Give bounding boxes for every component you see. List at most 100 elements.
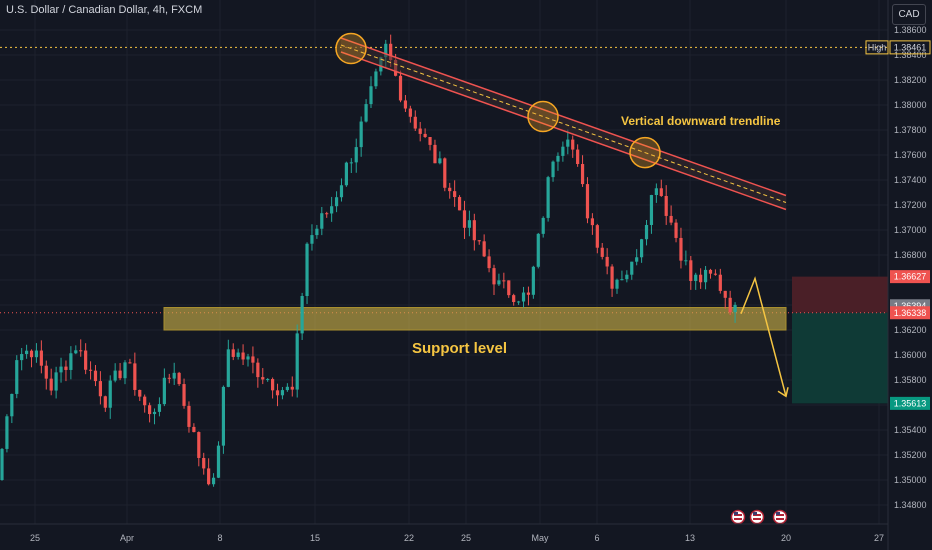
price-tick-label: 1.37000 — [894, 225, 927, 235]
candle-body — [448, 187, 452, 192]
candle-body — [226, 349, 230, 387]
price-tick-label: 1.35200 — [894, 450, 927, 460]
candle-body — [49, 378, 53, 391]
candle-body — [590, 218, 594, 226]
candle-body — [93, 370, 98, 382]
time-tick-label: 25 — [30, 533, 40, 543]
candle-body — [428, 136, 432, 145]
trendline-lower — [340, 51, 787, 211]
time-tick-label: 27 — [874, 533, 884, 543]
candle-body — [305, 243, 309, 297]
candle-body — [44, 365, 48, 379]
price-tick-label: 1.37600 — [894, 150, 927, 160]
candle-body — [113, 370, 117, 381]
candle-body — [521, 292, 526, 302]
candles — [0, 34, 737, 487]
flag-stripe — [734, 518, 742, 520]
time-tick-label: 20 — [781, 533, 791, 543]
candle-body — [177, 372, 181, 385]
candle-body — [108, 380, 112, 408]
candle-body — [15, 360, 19, 394]
candle-body — [202, 457, 206, 469]
candle-body — [384, 43, 388, 58]
candle-body — [118, 370, 122, 379]
candle-body — [98, 381, 102, 397]
take-profit-zone — [792, 312, 888, 404]
candle-body — [315, 228, 319, 236]
candle-body — [256, 362, 260, 378]
touch-point-circle — [629, 136, 661, 169]
candle-body — [300, 296, 304, 334]
time-tick-label: 13 — [685, 533, 695, 543]
candle-body — [649, 195, 654, 225]
candle-body — [320, 213, 324, 229]
candle-body — [615, 279, 619, 289]
candle-body — [630, 261, 634, 275]
candle-body — [69, 353, 73, 370]
candle-body — [492, 268, 496, 285]
flag-stripe — [753, 518, 761, 520]
trendline-channel — [340, 37, 787, 211]
candle-body — [418, 128, 422, 134]
candle-body — [561, 146, 565, 156]
price-tick-label: 1.37200 — [894, 200, 927, 210]
candle-body — [433, 144, 437, 164]
price-tick-label: 1.36800 — [894, 250, 927, 260]
candle-body — [354, 147, 358, 163]
time-tick-label: 22 — [404, 533, 414, 543]
candle-body — [566, 139, 570, 147]
candle-body — [556, 155, 560, 162]
price-tick-label: 1.34800 — [894, 500, 927, 510]
price-tick-label: 1.35000 — [894, 475, 927, 485]
candle-body — [344, 162, 348, 186]
trendline-midline — [340, 44, 787, 203]
candle-body — [694, 274, 698, 281]
candle-body — [39, 350, 43, 366]
candle-body — [197, 432, 201, 458]
candle-body — [241, 352, 245, 360]
candle-body — [369, 86, 373, 105]
time-axis[interactable]: 25 Apr 8 15 22 25 May 6 13 20 27 — [30, 533, 884, 543]
candle-body — [389, 43, 393, 61]
candle-body — [221, 386, 225, 446]
candle-body — [472, 220, 476, 241]
candle-body — [157, 404, 162, 412]
economic-events[interactable] — [730, 509, 788, 525]
candle-body — [674, 222, 678, 238]
candle-body — [635, 257, 639, 262]
candle-body — [723, 290, 727, 298]
candle-body — [654, 188, 658, 196]
candle-body — [467, 220, 471, 228]
candle-body — [207, 468, 211, 485]
trendline-upper — [340, 37, 787, 197]
candle-body — [59, 366, 63, 373]
candle-body — [502, 280, 506, 282]
candle-body — [246, 356, 250, 360]
time-tick-label: 8 — [217, 533, 222, 543]
candle-body — [128, 362, 132, 364]
candle-body — [620, 279, 624, 281]
candle-body — [699, 274, 703, 283]
candle-body — [733, 304, 737, 313]
candle-body — [310, 235, 314, 244]
flag-canton — [753, 512, 757, 515]
candle-body — [133, 363, 137, 390]
currency-selector[interactable]: CAD — [892, 4, 926, 25]
entry-price-label: 1.36338 — [890, 306, 930, 320]
candle-body — [487, 256, 491, 269]
time-tick-label: May — [531, 533, 549, 543]
support-zone — [163, 307, 787, 331]
projection-arrow — [740, 276, 787, 397]
candle-body — [595, 225, 599, 248]
candle-body — [413, 116, 417, 129]
candle-body — [79, 350, 83, 352]
candle-body — [457, 197, 462, 211]
symbol-title: U.S. Dollar / Canadian Dollar, 4h, FXCM — [6, 4, 203, 16]
candle-body — [29, 350, 34, 358]
stop-loss-zone — [792, 276, 888, 313]
candle-body — [517, 301, 521, 303]
candle-body — [546, 177, 550, 218]
candle-body — [580, 164, 585, 185]
candle-body — [659, 188, 663, 196]
